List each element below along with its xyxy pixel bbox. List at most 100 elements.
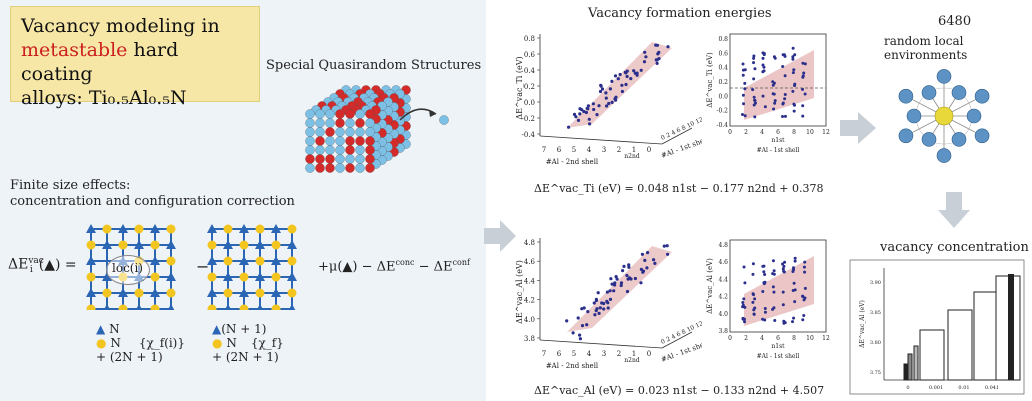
data-point: [602, 307, 606, 311]
blue-atom: [365, 127, 375, 137]
x-tick-label: 0: [647, 350, 651, 358]
data-point: [584, 110, 588, 115]
inset-data-point: [793, 103, 797, 107]
data-point: [646, 251, 650, 255]
inset-x-tick-label: 6: [776, 335, 780, 342]
ti-fit-equation: ΔE^vac_Ti (eV) = 0.048 n1st − 0.177 n2nd…: [534, 182, 824, 195]
yellow-atom: [271, 304, 281, 310]
inset-data-point: [753, 101, 757, 105]
red-atom: [345, 136, 355, 146]
data-point: [635, 73, 639, 77]
blue-atom: [325, 145, 335, 155]
blue-atom: [305, 145, 315, 155]
eq-vac-sup: vac: [28, 256, 44, 266]
title-line-2-rest: hard coating: [21, 39, 179, 85]
triangle-atom: [118, 288, 128, 297]
data-point: [654, 58, 658, 62]
data-point: [574, 115, 578, 119]
step-bar: [903, 363, 909, 381]
environments-label: random local environments: [884, 34, 968, 62]
red-atom: [315, 136, 325, 146]
data-point: [608, 297, 613, 301]
x-axis: [539, 339, 663, 349]
finite-size-line-2: concentration and configuration correcti…: [10, 194, 295, 209]
inset-y-label: ΔE^vac_Al (eV): [706, 258, 714, 314]
inset-data-point: [752, 61, 756, 65]
triangle-atom: [255, 240, 265, 249]
data-point: [602, 301, 606, 306]
data-point: [609, 277, 613, 281]
data-point: [578, 333, 582, 337]
inset-data-point: [753, 98, 757, 102]
data-point: [598, 89, 603, 94]
legend-right-chi: {χ_f}: [250, 336, 284, 350]
inset-data-point: [791, 266, 795, 270]
inset-data-point: [741, 301, 745, 304]
triangle-atom: [223, 240, 233, 249]
blue-atom: [315, 145, 325, 155]
data-point: [599, 84, 603, 88]
inset-data-point: [793, 82, 797, 86]
x-tick-label: 3: [602, 146, 606, 154]
data-point: [621, 269, 625, 273]
data-point: [662, 244, 666, 248]
data-point: [666, 252, 670, 256]
inset-data-point: [741, 317, 745, 321]
legend-left-tri-count: N: [109, 322, 120, 336]
data-point: [600, 87, 605, 91]
data-point: [598, 306, 602, 310]
x-tick-label: 4: [587, 350, 592, 358]
arrow-right-icon: [840, 112, 876, 144]
eq-mu-term: +μ(▲) − ΔE: [318, 259, 396, 275]
title-formula: Ti₀.₅Al₀.₅N: [88, 87, 187, 109]
arrow-down-icon: [938, 192, 970, 228]
inset-data-point: [771, 272, 775, 276]
data-point: [592, 107, 596, 112]
data-point: [578, 337, 582, 341]
x-tick-label: 4: [587, 146, 592, 154]
triangle-atom: [207, 288, 217, 297]
yellow-atom: [287, 224, 297, 234]
data-point: [567, 125, 571, 129]
eq-correction-terms: +μ(▲) − ΔEconc − ΔEconf: [318, 258, 470, 274]
data-point: [576, 118, 581, 122]
inset-data-point: [801, 87, 805, 91]
data-point: [608, 289, 612, 293]
inset-data-point: [783, 54, 787, 58]
inset-y-tick-label: 4.8: [718, 242, 728, 249]
inset-data-point: [761, 317, 765, 321]
inset-data-point: [802, 265, 806, 269]
blue-atom: [335, 127, 345, 137]
inset-data-point: [751, 262, 755, 266]
title-metastable: metastable: [21, 39, 128, 61]
data-point: [639, 267, 643, 271]
data-point: [620, 83, 624, 87]
inset-data-point: [743, 87, 747, 91]
inset-data-point: [791, 270, 795, 273]
yellow-atom: [102, 224, 112, 234]
data-point: [606, 306, 610, 310]
data-point: [625, 74, 629, 79]
yellow-atom: [150, 272, 160, 282]
data-point: [607, 101, 611, 106]
inset-y-tick-label: 0.4: [718, 65, 728, 72]
y-tick-label: -0.2: [522, 115, 536, 123]
data-point: [614, 98, 618, 102]
x-tick-label: 2: [617, 350, 621, 358]
red-atom: [335, 109, 345, 119]
inset-data-point: [741, 113, 745, 116]
yellow-atom: [118, 240, 128, 250]
yellow-atom: [239, 240, 249, 250]
inset-data-point: [781, 290, 785, 294]
inset-data-point: [791, 46, 795, 50]
inset-data-point: [772, 107, 776, 111]
data-point: [586, 310, 590, 314]
y-tick-label: 0.6: [524, 51, 536, 59]
inset-data-point: [773, 101, 777, 105]
lattice-reference: [207, 224, 297, 310]
data-point: [610, 79, 614, 83]
cluster-neighbor-atom: [966, 108, 982, 124]
chart-x-tick-label: 0: [906, 385, 909, 391]
step-bar: [973, 291, 999, 381]
